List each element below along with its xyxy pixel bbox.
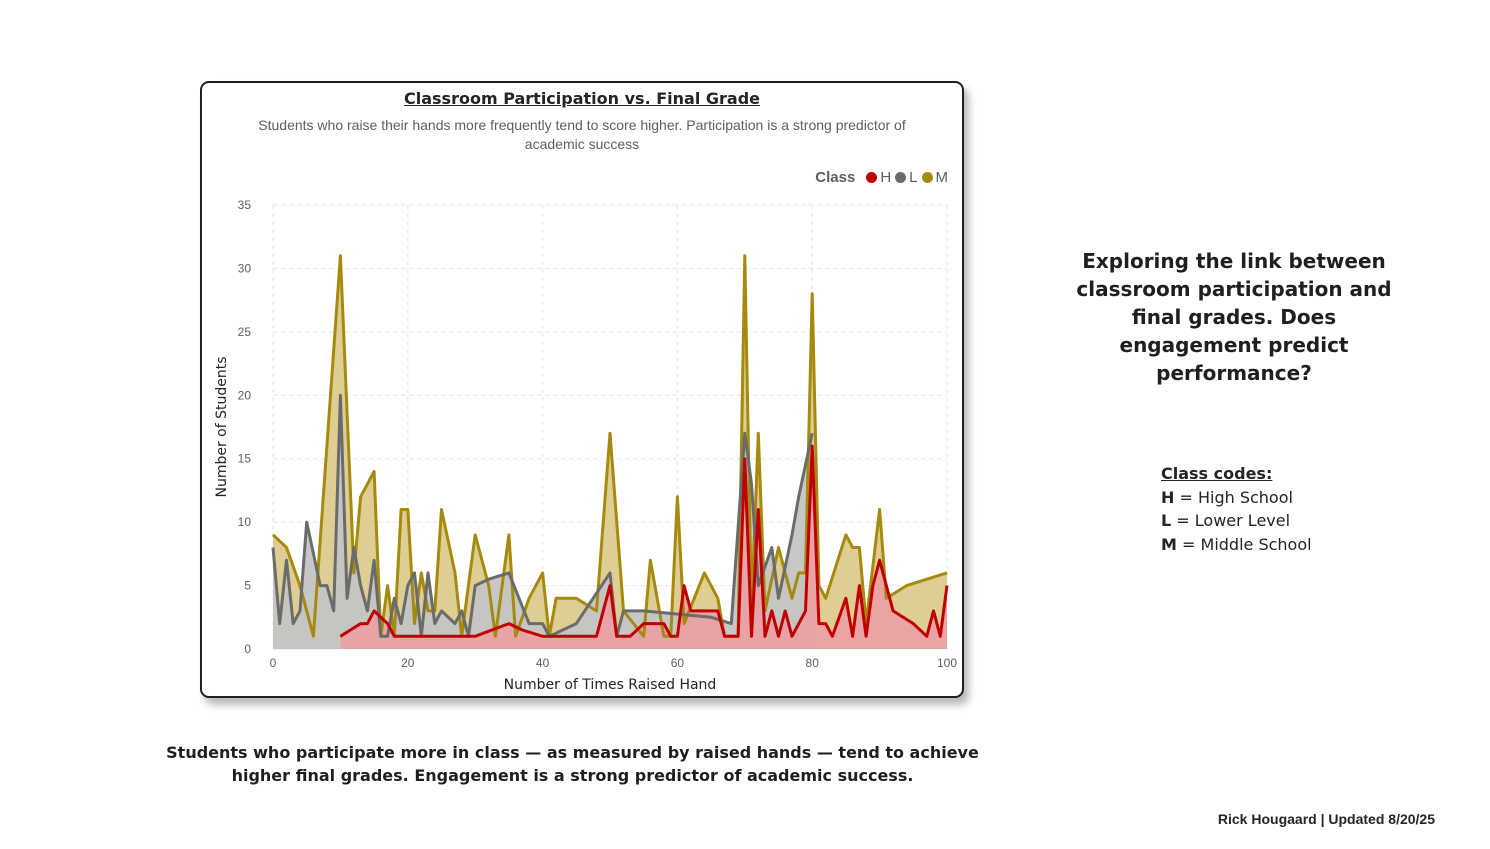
x-tick-label: 40	[536, 656, 550, 670]
chart-subtitle: Students who raise their hands more freq…	[258, 117, 906, 152]
legend-item-l[interactable]: L	[895, 169, 918, 186]
class-codes-title: Class codes:	[1161, 464, 1273, 483]
y-tick-label: 15	[238, 452, 252, 466]
y-tick-label: 35	[238, 198, 252, 212]
chart-card: Classroom Participation vs. Final Grade …	[200, 81, 964, 698]
x-tick-label: 100	[937, 656, 957, 670]
y-axis-label: Number of Students	[214, 356, 230, 497]
class-code-l: L = Lower Level	[1161, 509, 1312, 533]
y-tick-label: 25	[238, 325, 252, 339]
x-tick-label: 80	[806, 656, 820, 670]
summary-text: Students who participate more in class —…	[166, 743, 979, 785]
x-axis-label: Number of Times Raised Hand	[504, 677, 717, 693]
series-line-l	[271, 393, 814, 638]
class-code-letter: M	[1161, 534, 1177, 554]
legend-label-m: M	[935, 169, 949, 186]
legend-title: Class	[815, 169, 856, 186]
y-tick-label: 10	[238, 515, 252, 529]
series-line-m	[271, 254, 948, 638]
y-tick-label: 0	[244, 642, 251, 656]
legend-item-h[interactable]: H	[866, 169, 891, 186]
legend-label-l: L	[909, 169, 918, 186]
class-code-m: M = Middle School	[1161, 533, 1312, 557]
class-code-h: H = High School	[1161, 486, 1312, 510]
legend-dot-l	[895, 172, 907, 183]
class-code-label: = Lower Level	[1176, 511, 1291, 530]
credit-text: Rick Hougaard | Updated 8/20/25	[1217, 811, 1435, 827]
headline-text: Exploring the link between classroom par…	[1076, 249, 1392, 385]
x-tick-label: 60	[671, 656, 685, 670]
chart-title: Classroom Participation vs. Final Grade	[404, 89, 760, 108]
legend-dot-h	[866, 172, 878, 183]
legend-label-h: H	[880, 169, 892, 186]
class-codes: Class codes: H = High School L = Lower L…	[1161, 462, 1312, 556]
y-tick-label: 5	[244, 579, 251, 593]
x-tick-label: 20	[401, 656, 415, 670]
class-code-label: = Middle School	[1182, 534, 1312, 554]
y-tick-label: 30	[238, 261, 252, 275]
class-code-label: = High School	[1179, 487, 1293, 507]
chart-plot: 0 5 10 15 20 25 30 35 0 20 40 60 80 100 Number of Time…	[214, 198, 957, 693]
y-tick-label: 20	[238, 388, 252, 402]
legend-dot-m	[921, 172, 933, 183]
legend-item-m[interactable]: M	[921, 169, 949, 186]
class-code-letter: L	[1161, 511, 1172, 530]
series-line-h	[339, 444, 949, 638]
class-code-letter: H	[1161, 487, 1175, 507]
x-tick-label: 0	[270, 656, 277, 670]
series-area-h	[340, 446, 947, 649]
chart-legend: Class H L M	[815, 169, 948, 186]
